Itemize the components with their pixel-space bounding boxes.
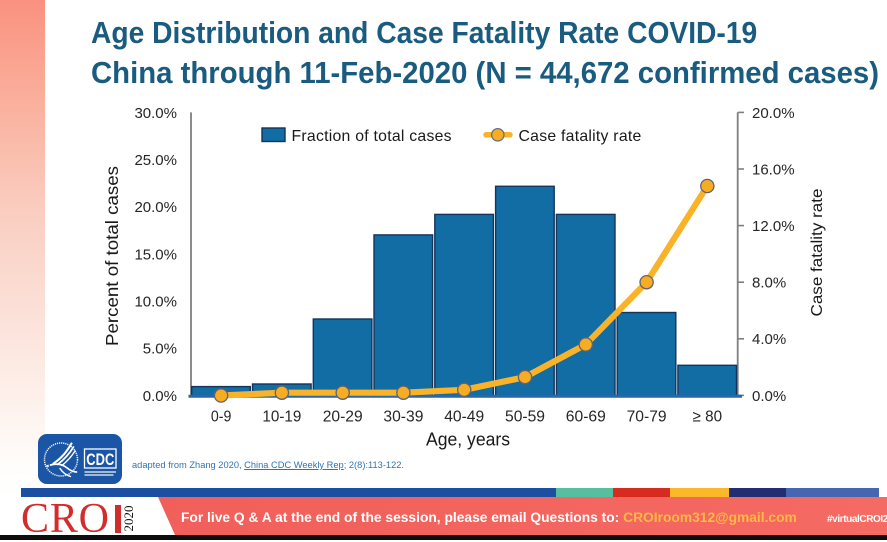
svg-text:0-9: 0-9: [211, 409, 232, 426]
svg-text:CDC: CDC: [86, 450, 114, 469]
svg-text:16.0%: 16.0%: [752, 161, 795, 178]
svg-text:20-29: 20-29: [323, 409, 363, 426]
svg-text:0.0%: 0.0%: [143, 388, 177, 405]
svg-text:15.0%: 15.0%: [134, 246, 177, 263]
svg-text:0.0%: 0.0%: [752, 388, 786, 405]
svg-text:Case fatality rate: Case fatality rate: [519, 128, 642, 145]
svg-text:50-59: 50-59: [505, 409, 545, 426]
svg-text:Case fatality rate: Case fatality rate: [809, 189, 826, 317]
svg-text:5.0%: 5.0%: [143, 341, 177, 358]
svg-text:20.0%: 20.0%: [134, 199, 177, 216]
svg-text:20.0%: 20.0%: [752, 105, 795, 122]
svg-text:10.0%: 10.0%: [134, 294, 177, 311]
svg-text:Fraction of total cases: Fraction of total cases: [292, 128, 452, 145]
svg-text:12.0%: 12.0%: [752, 218, 795, 235]
svg-text:10-19: 10-19: [262, 409, 301, 426]
svg-text:25.0%: 25.0%: [134, 152, 177, 169]
svg-text:30-39: 30-39: [383, 409, 423, 426]
svg-text:70-79: 70-79: [627, 409, 667, 426]
svg-text:Percent of total cases: Percent of total cases: [102, 166, 122, 346]
svg-text:60-69: 60-69: [566, 409, 606, 426]
svg-text:Age, years: Age, years: [426, 430, 510, 450]
svg-text:30.0%: 30.0%: [134, 105, 177, 122]
svg-text:4.0%: 4.0%: [752, 331, 786, 348]
svg-text:40-49: 40-49: [444, 409, 484, 426]
svg-text:≥ 80: ≥ 80: [693, 409, 723, 426]
svg-text:8.0%: 8.0%: [752, 275, 786, 292]
